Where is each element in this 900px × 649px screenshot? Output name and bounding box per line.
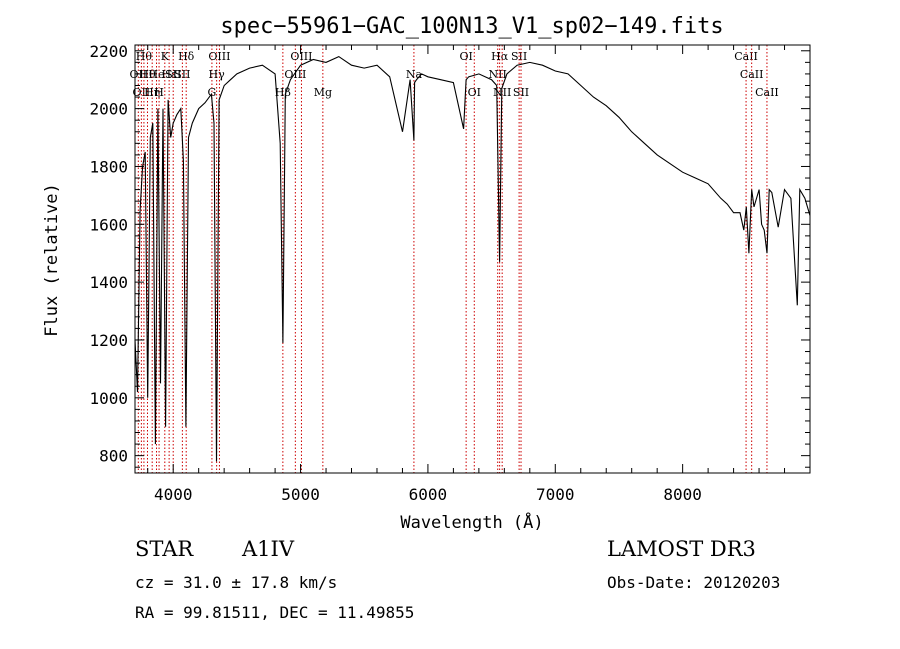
marker-label: Hα bbox=[491, 50, 509, 63]
redshift-cz: cz = 31.0 ± 17.8 km/s bbox=[135, 573, 338, 592]
marker-label: OII bbox=[133, 86, 151, 99]
object-subclass: A1IV bbox=[242, 537, 294, 561]
y-tick-label: 1400 bbox=[89, 273, 128, 292]
marker-label: Na bbox=[406, 68, 423, 81]
marker-label: G bbox=[208, 86, 217, 99]
y-tick-label: 2200 bbox=[89, 42, 128, 61]
marker-label: OIII bbox=[284, 68, 306, 81]
x-tick-label: 4000 bbox=[154, 485, 193, 504]
marker-label: SII bbox=[511, 50, 527, 63]
y-axis-label: Flux (relative) bbox=[42, 183, 62, 337]
x-axis-label: Wavelength (Å) bbox=[400, 511, 543, 533]
spectrum-line bbox=[134, 55, 811, 462]
y-tick-label: 1600 bbox=[89, 215, 128, 234]
y-tick-label: 800 bbox=[99, 447, 128, 466]
marker-label: SII bbox=[513, 86, 529, 99]
marker-label: Hγ bbox=[209, 68, 226, 81]
marker-label: OIII bbox=[208, 50, 230, 63]
chart-title: spec−55961−GAC_100N13_V1_sp02−149.fits bbox=[220, 14, 723, 39]
x-tick-label: 6000 bbox=[409, 485, 448, 504]
marker-label: Hθ bbox=[136, 50, 153, 63]
marker-label: K bbox=[161, 50, 170, 63]
observation-date: Obs-Date: 20120203 bbox=[607, 573, 781, 592]
marker-label: CaII bbox=[740, 68, 764, 81]
marker-label: Mg bbox=[314, 86, 332, 99]
axes: 4000 5000 6000 7000 8000 800 1000 1200 1400 1600 1… bbox=[89, 42, 810, 504]
y-tick-label: 2000 bbox=[89, 100, 128, 119]
line-markers: OIIOIIHθHθHηHeHKHεSIIHδSIIGHγOIIIHβOIIIO… bbox=[129, 45, 779, 473]
y-tick-label: 1000 bbox=[89, 389, 128, 408]
x-tick-label: 7000 bbox=[536, 485, 575, 504]
x-tick-label: 8000 bbox=[663, 485, 702, 504]
survey-name: LAMOST DR3 bbox=[607, 537, 756, 561]
y-tick-label: 1800 bbox=[89, 157, 128, 176]
marker-label: OI bbox=[459, 50, 472, 63]
marker-label: CaII bbox=[755, 86, 779, 99]
marker-label: H bbox=[154, 86, 164, 99]
marker-label: OI bbox=[468, 86, 481, 99]
marker-label: OII bbox=[129, 68, 147, 81]
marker-label: Hδ bbox=[178, 50, 195, 63]
x-tick-label: 5000 bbox=[281, 485, 320, 504]
marker-label: SII bbox=[174, 68, 190, 81]
marker-label: CaII bbox=[734, 50, 758, 63]
marker-label: He bbox=[148, 68, 164, 81]
plot-frame bbox=[134, 44, 811, 474]
marker-label: Hη bbox=[144, 86, 160, 99]
object-class: STAR bbox=[135, 537, 194, 561]
spectrum-plot bbox=[134, 55, 811, 462]
coordinates: RA = 99.81511, DEC = 11.49855 bbox=[135, 603, 415, 622]
y-tick-label: 1200 bbox=[89, 331, 128, 350]
marker-label: OIII bbox=[290, 50, 312, 63]
marker-label: SII bbox=[165, 68, 181, 81]
